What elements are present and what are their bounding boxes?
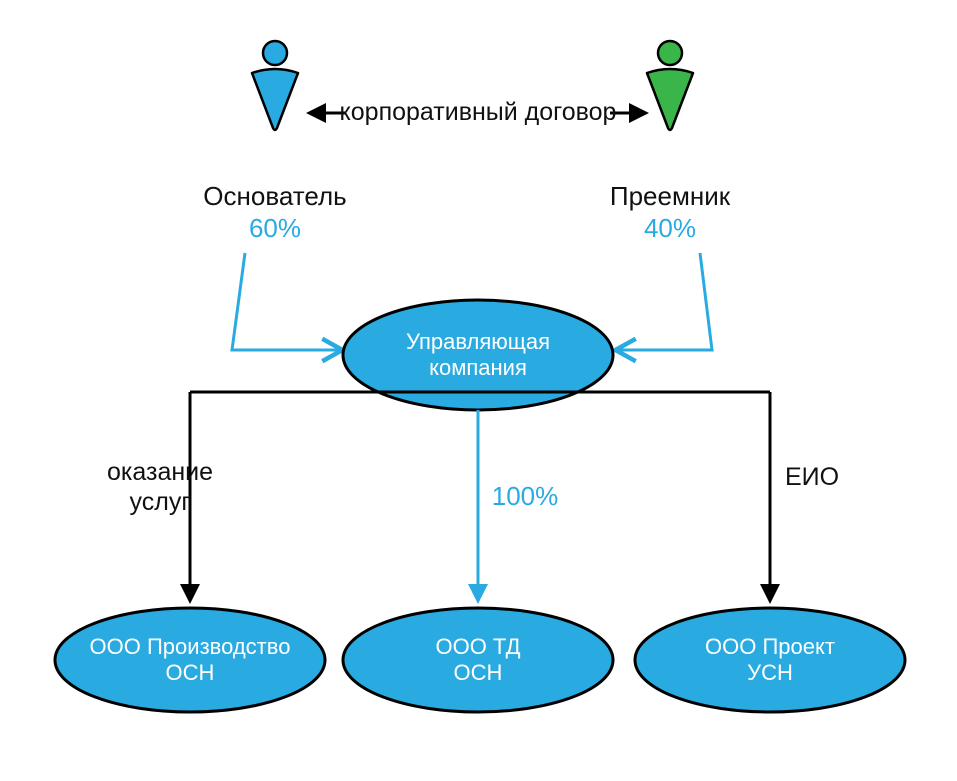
managing-company-label-2: компания <box>429 355 527 380</box>
founder-label: Основатель <box>203 181 346 211</box>
company-project-label-2: УСН <box>747 660 793 685</box>
founder-pct: 60% <box>249 213 301 243</box>
successor-label: Преемник <box>610 181 731 211</box>
branch-right-label: ЕИО <box>785 463 839 491</box>
company-production-label-2: ОСН <box>166 660 215 685</box>
successor-figure-icon <box>647 41 693 130</box>
branch-middle-label: 100% <box>492 481 559 511</box>
company-td-label-2: ОСН <box>454 660 503 685</box>
branch-left-label-1: оказание <box>107 458 213 486</box>
founder-figure-icon <box>252 41 298 130</box>
corp-contract-label: корпоративный договор <box>340 98 617 126</box>
founder-to-company-arrow <box>232 253 338 350</box>
org-structure-diagram: корпоративный договор Основатель 60% Пре… <box>0 0 957 781</box>
company-td-label-1: ООО ТД <box>435 634 520 659</box>
managing-company-label-1: Управляющая <box>406 329 550 354</box>
successor-to-company-arrow <box>620 253 712 350</box>
company-production-label-1: ООО Производство <box>90 634 291 659</box>
company-project-label-1: ООО Проект <box>705 634 835 659</box>
branch-left-label-2: услуг <box>130 488 191 516</box>
successor-pct: 40% <box>644 213 696 243</box>
